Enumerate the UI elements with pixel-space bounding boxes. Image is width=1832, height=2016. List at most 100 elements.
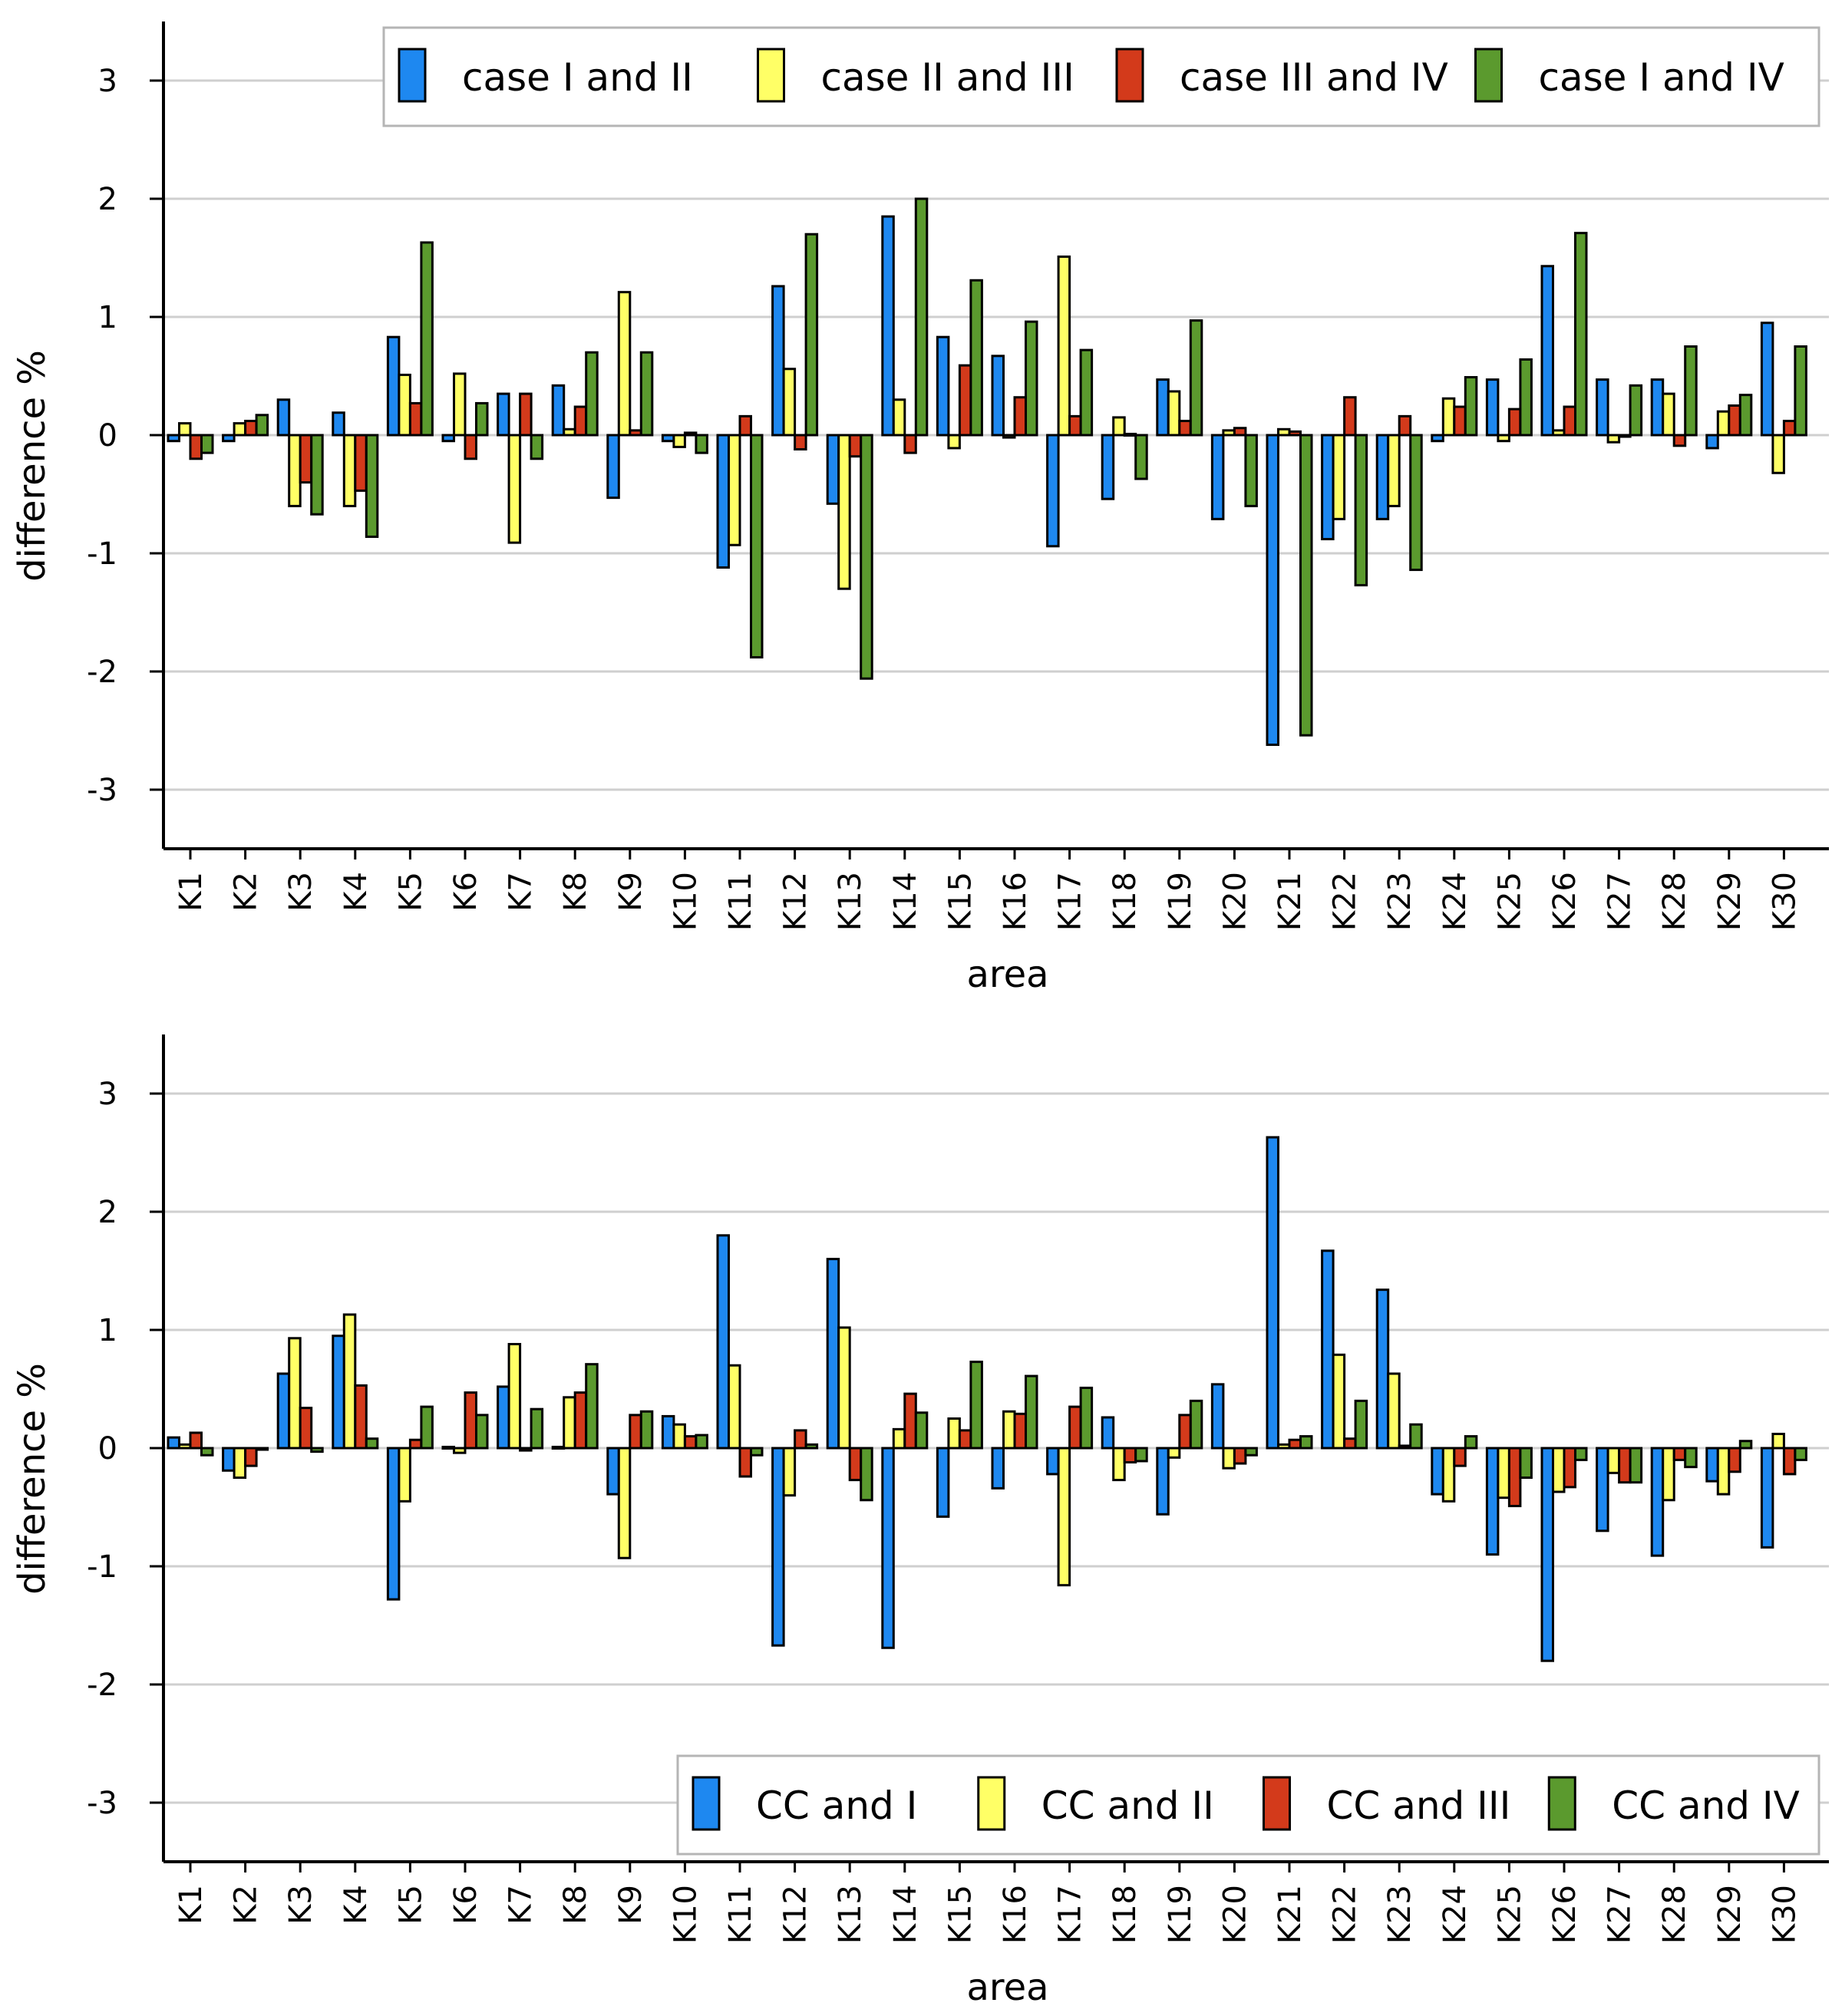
x-tick-label: K14 — [888, 1885, 923, 1944]
y-tick-label: 3 — [98, 1077, 117, 1112]
bar-case-iii-and-iv-k11 — [738, 414, 752, 437]
x-tick-label: K11 — [723, 1885, 758, 1944]
bar-cc-and-iv-k15 — [969, 1361, 983, 1450]
bar-cc-and-iii-k18 — [1123, 1447, 1137, 1463]
x-tick-label: K24 — [1438, 1885, 1473, 1944]
bar-case-i-and-iv-k2 — [255, 414, 269, 437]
bar-cc-and-iv-k4 — [365, 1437, 379, 1450]
bar-case-i-and-iv-k14 — [914, 197, 929, 437]
bar-cc-and-ii-k8 — [563, 1396, 576, 1450]
bar-case-i-and-iv-k26 — [1574, 232, 1588, 437]
bar-case-ii-and-iii-k6 — [453, 372, 467, 437]
bar-cc-and-i-k21 — [1266, 1136, 1279, 1450]
bar-cc-and-i-k14 — [881, 1447, 895, 1649]
bar-cc-and-ii-k25 — [1497, 1447, 1510, 1500]
bar-case-iii-and-iv-k6 — [464, 434, 477, 460]
bar-cc-and-iv-k19 — [1189, 1399, 1203, 1450]
bar-case-ii-and-iii-k8 — [563, 427, 576, 437]
x-tick-label: K15 — [942, 872, 978, 931]
bar-case-iii-and-iv-k24 — [1453, 405, 1467, 437]
bar-case-i-and-iv-k30 — [1794, 345, 1807, 437]
bar-case-iii-and-iv-k29 — [1728, 404, 1741, 437]
y-tick-label: -1 — [87, 536, 117, 572]
bar-cc-and-ii-k15 — [947, 1417, 961, 1450]
bar-case-i-and-ii-k16 — [991, 355, 1005, 437]
x-tick-label: K9 — [613, 1885, 649, 1925]
bar-case-ii-and-iii-k5 — [398, 373, 411, 437]
x-tick-label: K20 — [1217, 1885, 1253, 1944]
bar-cc-and-iii-k28 — [1672, 1447, 1687, 1461]
x-tick-label: K16 — [998, 1885, 1033, 1944]
bar-cc-and-ii-k7 — [507, 1342, 522, 1450]
bar-cc-and-iv-k23 — [1409, 1423, 1423, 1450]
x-tick-label: K18 — [1107, 872, 1143, 931]
bar-cc-and-iii-k14 — [903, 1392, 917, 1450]
bar-case-ii-and-iii-k10 — [672, 434, 686, 448]
bar-case-ii-and-iii-k28 — [1662, 392, 1675, 437]
x-tick-label: K26 — [1547, 1885, 1583, 1944]
bar-case-iii-and-iv-k25 — [1507, 407, 1522, 437]
bar-case-i-and-iv-k11 — [750, 434, 764, 659]
bar-case-i-and-ii-k17 — [1046, 434, 1060, 548]
bar-cc-and-iii-k16 — [1013, 1412, 1027, 1450]
bar-cc-and-i-k12 — [771, 1447, 785, 1647]
bar-cc-and-iv-k1 — [200, 1447, 214, 1457]
bar-case-i-and-iv-k20 — [1244, 434, 1258, 507]
bar-case-ii-and-iii-k29 — [1716, 410, 1731, 437]
bar-case-ii-and-iii-k9 — [617, 291, 632, 437]
bar-cc-and-ii-k21 — [1277, 1443, 1291, 1450]
bar-case-iii-and-iv-k16 — [1013, 396, 1027, 437]
bar-cc-and-iii-k27 — [1618, 1447, 1632, 1484]
x-tick-label: K17 — [1053, 1885, 1088, 1944]
x-tick-label: K7 — [503, 872, 539, 912]
x-tick-label: K29 — [1712, 872, 1748, 931]
bottom-chart-panel: -3 -2 -1 0 1 2 3 K1 K2 K3 K4 K5 K6 K7 K8 K9 K10 K11 K12 K13… — [11, 1034, 1829, 2009]
legend-swatch — [757, 48, 785, 103]
x-tick-label: K27 — [1603, 1885, 1638, 1944]
bar-case-i-and-ii-k13 — [826, 434, 840, 505]
bar-cc-and-iii-k3 — [299, 1407, 313, 1450]
bar-case-ii-and-iii-k11 — [728, 434, 741, 546]
bar-case-iii-and-iv-k12 — [794, 434, 807, 450]
x-tick-label: K28 — [1657, 1885, 1692, 1944]
x-tick-label: K3 — [283, 872, 319, 912]
legend-swatch — [692, 1776, 721, 1831]
bar-case-ii-and-iii-k27 — [1606, 434, 1621, 444]
bar-case-i-and-ii-k22 — [1321, 434, 1335, 541]
bar-cc-and-ii-k13 — [837, 1326, 851, 1450]
y-tick-label: -3 — [87, 773, 117, 808]
bar-cc-and-iv-k3 — [310, 1447, 324, 1453]
bar-cc-and-i-k10 — [661, 1414, 675, 1450]
bar-case-i-and-ii-k18 — [1101, 434, 1115, 500]
bar-cc-and-iv-k2 — [255, 1447, 269, 1451]
x-tick-label: K29 — [1712, 1885, 1748, 1944]
bar-case-iii-and-iv-k10 — [683, 431, 698, 437]
bar-case-i-and-iv-k27 — [1629, 384, 1643, 437]
bar-cc-and-i-k16 — [991, 1447, 1005, 1490]
bar-case-i-and-iv-k1 — [200, 434, 214, 454]
bar-cc-and-iii-k1 — [189, 1431, 203, 1450]
bar-case-i-and-ii-k23 — [1375, 434, 1390, 520]
bar-case-ii-and-iii-k2 — [233, 422, 247, 437]
bar-case-iii-and-iv-k21 — [1288, 430, 1302, 437]
legend-swatch — [398, 48, 427, 103]
bar-cc-and-i-k24 — [1431, 1447, 1444, 1496]
bar-cc-and-iii-k4 — [354, 1384, 368, 1450]
bar-cc-and-ii-k11 — [728, 1364, 741, 1450]
bar-cc-and-iv-k21 — [1299, 1435, 1313, 1450]
bar-cc-and-iv-k17 — [1079, 1386, 1094, 1450]
x-tick-label: K5 — [393, 872, 428, 912]
bar-case-iii-and-iv-k15 — [958, 364, 972, 437]
bar-case-iii-and-iv-k18 — [1123, 432, 1137, 437]
bar-cc-and-i-k25 — [1485, 1447, 1500, 1556]
bar-case-i-and-ii-k24 — [1431, 434, 1444, 443]
bar-case-i-and-ii-k6 — [441, 434, 455, 443]
bar-cc-and-iv-k25 — [1519, 1447, 1533, 1479]
bar-case-i-and-ii-k8 — [551, 384, 566, 437]
bar-cc-and-ii-k5 — [398, 1447, 411, 1503]
bar-case-i-and-ii-k1 — [167, 434, 180, 443]
bar-cc-and-i-k2 — [222, 1447, 236, 1472]
x-tick-label: K17 — [1053, 872, 1088, 931]
x-tick-label: K22 — [1328, 1885, 1363, 1944]
